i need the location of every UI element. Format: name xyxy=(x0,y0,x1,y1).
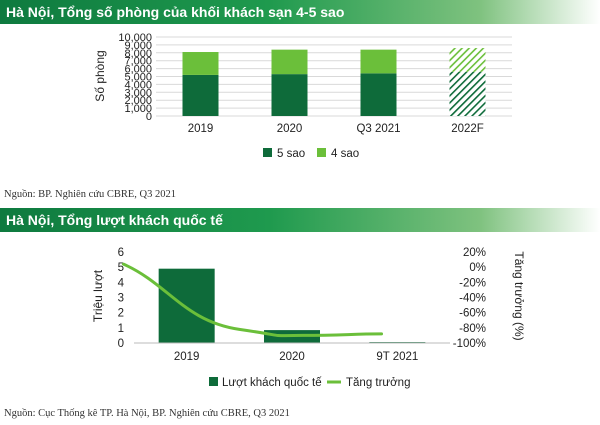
chart2-y2label: Tăng trưởng (%) xyxy=(512,251,526,340)
chart2-ytick-label: 5 xyxy=(118,262,124,274)
chart2-ytick-label: 1 xyxy=(118,323,124,335)
chart2-xtick-label: 2020 xyxy=(279,351,305,363)
chart1-bar-5-sao xyxy=(271,74,308,116)
chart2-ylabel: Triệu lượt xyxy=(91,269,105,322)
international-visitors-chart: 0 1 2 3 4 5 6 -100% -80% -60% -40% -20% 0% 20% 2019 2… xyxy=(91,247,526,389)
growth-line xyxy=(121,262,384,338)
chart1-ytick-label: 8,000 xyxy=(124,48,152,60)
legend-label-visitors: Lượt khách quốc tế xyxy=(222,377,322,389)
chart1-source: Nguồn: BP. Nghiên cứu CBRE, Q3 2021 xyxy=(4,189,176,200)
chart1-ytick-label: 5,000 xyxy=(124,72,152,84)
chart1-xtick-label: 2019 xyxy=(188,123,214,135)
chart2-y2tick-label: 20% xyxy=(463,247,486,259)
chart1-xtick-label: 2022F xyxy=(451,123,484,135)
chart2-y2tick-label: -60% xyxy=(459,308,486,320)
chart2-y2tick-label: -20% xyxy=(459,277,486,289)
chart2-y2tick-label: 0% xyxy=(469,262,486,274)
legend-label-growth: Tăng trưởng xyxy=(346,377,410,389)
chart2-bar-visitors xyxy=(158,268,215,343)
legend-label-4-sao: 4 sao xyxy=(331,148,359,160)
chart2-legend: Lượt khách quốc tế Tăng trưởng xyxy=(209,377,410,389)
chart2-ytick-label: 2 xyxy=(118,308,124,320)
chart2-xtick-label: 2019 xyxy=(174,351,200,363)
legend-swatch-visitors xyxy=(209,377,218,386)
chart2-source: Nguồn: Cục Thống kê TP. Hà Nội, BP. Nghi… xyxy=(4,408,290,419)
legend-swatch-5-sao xyxy=(263,148,272,157)
chart2-ytick-label: 4 xyxy=(118,277,125,289)
chart1-ytick-label: 3,000 xyxy=(124,87,152,99)
chart1-title-banner: Hà Nội, Tổng số phòng của khối khách sạn… xyxy=(0,0,600,24)
chart1-xtick-label: Q3 2021 xyxy=(356,123,400,135)
chart1-bar-5-sao xyxy=(360,73,397,116)
legend-swatch-4-sao xyxy=(317,148,326,157)
chart1-ytick-label: 6,000 xyxy=(124,64,152,76)
chart2-ytick-label: 3 xyxy=(118,293,124,305)
chart1-title: Hà Nội, Tổng số phòng của khối khách sạn… xyxy=(6,4,345,20)
chart1-ytick-label: 1,000 xyxy=(124,103,152,115)
chart2-y2tick-label: -40% xyxy=(459,293,486,305)
chart1-bar-5-sao xyxy=(449,71,486,116)
hotel-rooms-chart: 01,0002,0003,0004,0005,0006,0007,0008,00… xyxy=(93,32,512,160)
chart1-bar-4-sao xyxy=(182,52,219,75)
chart2-xtick-label: 9T 2021 xyxy=(376,351,418,363)
chart1-legend: 5 sao 4 sao xyxy=(263,148,359,160)
chart2-y2tick-label: -80% xyxy=(459,323,486,335)
chart1-bar-5-sao xyxy=(182,74,219,116)
chart2-ytick-label: 0 xyxy=(118,338,124,350)
chart2-ytick-label: 6 xyxy=(118,247,124,259)
chart1-xtick-label: 2020 xyxy=(277,123,303,135)
legend-label-5-sao: 5 sao xyxy=(277,148,305,160)
chart1-ylabel: Số phòng xyxy=(93,50,107,101)
chart1-bar-4-sao xyxy=(360,49,397,74)
chart1-ytick-label: 10,000 xyxy=(118,32,152,44)
chart1-ytick-label: 0 xyxy=(146,111,152,123)
chart2-y2tick-label: -100% xyxy=(453,338,486,350)
chart2-title: Hà Nội, Tổng lượt khách quốc tế xyxy=(6,212,223,228)
chart1-ytick-label: 2,000 xyxy=(124,95,152,107)
chart1-ytick-label: 9,000 xyxy=(124,40,152,52)
chart1-bar-4-sao xyxy=(449,48,486,72)
chart2-title-banner: Hà Nội, Tổng lượt khách quốc tế xyxy=(0,208,600,232)
chart1-bar-4-sao xyxy=(271,49,308,75)
chart1-ytick-label: 4,000 xyxy=(124,79,152,91)
chart1-ytick-label: 7,000 xyxy=(124,56,152,68)
